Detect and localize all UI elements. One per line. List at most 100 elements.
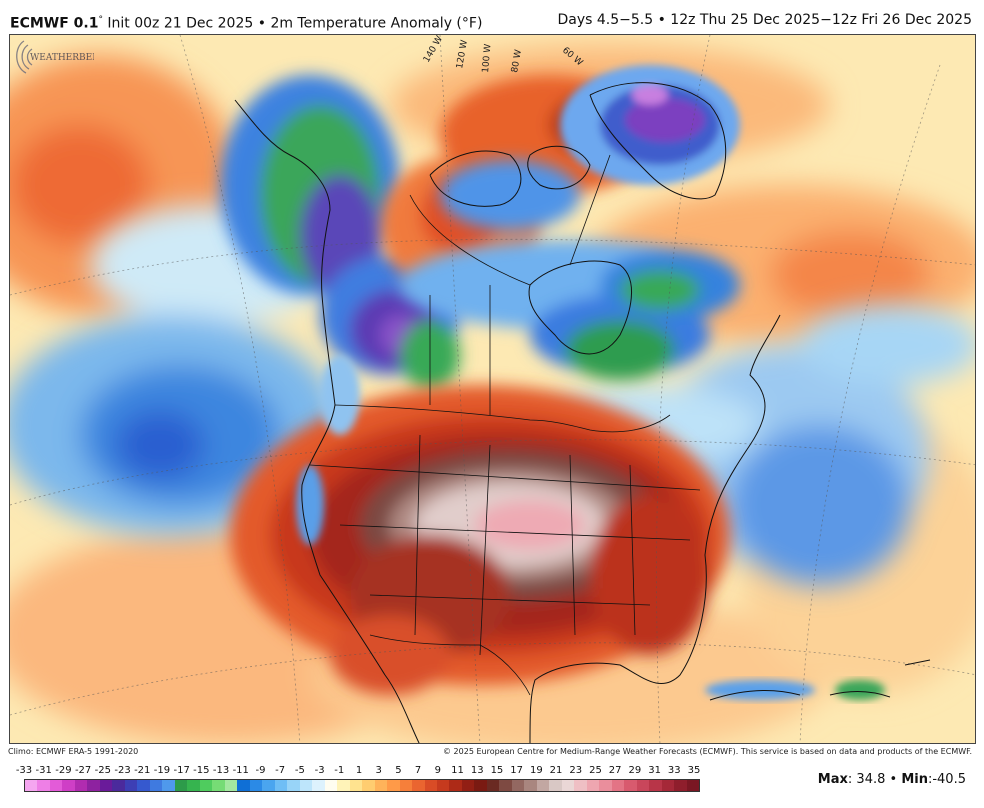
colorbar-segment [249, 780, 263, 791]
colorbar-segment [412, 780, 425, 791]
scale-tick-label: 13 [470, 765, 484, 776]
scale-tick-label: -7 [275, 765, 286, 776]
meridian-label: 80 W [510, 49, 524, 74]
colorbar-segment [374, 780, 388, 791]
scale-tick-label: -15 [193, 765, 210, 776]
colorbar-segment [99, 780, 113, 791]
scale-tick-label: 21 [549, 765, 563, 776]
scale-tick-label: 29 [628, 765, 642, 776]
colorbar-segment [337, 780, 350, 791]
colorbar-segment [461, 780, 475, 791]
colorbar-segment [162, 780, 175, 791]
weatherbell-logo: WEATHERBELL [16, 40, 94, 74]
colorbar-segment [199, 780, 213, 791]
scale-tick-label: 35 [687, 765, 701, 776]
colorbar-segment [25, 780, 38, 791]
map-canvas: 140 W 120 W 100 W 80 W 60 W [10, 35, 975, 743]
credits: Climo: ECMWF ERA-5 1991-2020 © 2025 Euro… [0, 745, 984, 759]
colorbar-segment [536, 780, 550, 791]
cold-west-canada [220, 75, 460, 390]
meridian-label: 120 W [455, 39, 470, 69]
scale-tick-label: 5 [395, 765, 402, 776]
colorbar-segment [649, 780, 662, 791]
colorbar-segment [362, 780, 375, 791]
colorbar-segment [112, 780, 125, 791]
scale-tick-label: 19 [529, 765, 543, 776]
scale-tick-label: 7 [414, 765, 422, 776]
colorbar-segment [686, 780, 700, 791]
colorbar-segment [174, 780, 188, 791]
scale-tick-label: -13 [212, 765, 230, 776]
colorbar-segment [212, 780, 225, 791]
colorbar-segment [574, 780, 587, 791]
scale-tick-label: -23 [114, 765, 131, 776]
degree-sign: ° [98, 15, 103, 25]
anomaly-map: 140 W 120 W 100 W 80 W 60 W WEATHERBELL [9, 34, 976, 744]
scale-tick-label: -29 [55, 765, 72, 776]
scale-tick-label: 17 [510, 765, 524, 776]
scale-tick-labels: -33 -31 -29 -27 -25 -23 -21 -19 -17 -15 -13 -11 -9 -7… [14, 765, 704, 779]
colorbar-segment [312, 780, 325, 791]
max-label: Max [817, 772, 848, 787]
colorbar-segment [62, 780, 75, 791]
colorbar-segment [237, 780, 250, 791]
colorbar-segment [624, 780, 637, 791]
colorbar-segment [524, 780, 537, 791]
caribbean-cool [705, 680, 885, 700]
stat-separator: • [885, 772, 902, 787]
coastlines [234, 82, 931, 743]
model-name: ECMWF 0.1 [10, 15, 99, 32]
colorbar-segment [87, 780, 100, 791]
colorbar-segment [474, 780, 487, 791]
colorbar-segment [224, 780, 238, 791]
scale-tick-label: 9 [434, 765, 441, 776]
min-label: Min [901, 772, 928, 787]
header: ECMWF 0.1° Init 00z 21 Dec 2025 • 2m Tem… [0, 0, 984, 34]
climo-credit: Climo: ECMWF ERA-5 1991-2020 [8, 747, 139, 756]
scale-tick-label: -17 [173, 765, 190, 776]
colorbar [24, 779, 700, 792]
colorbar-segment [486, 780, 500, 791]
logo-text: WEATHERBELL [30, 53, 94, 63]
scale-tick-label: 1 [355, 765, 363, 776]
max-value: : 34.8 [847, 772, 886, 787]
colorbar-segment [611, 780, 625, 791]
scale-tick-label: -31 [35, 765, 52, 776]
colorbar-segment [674, 780, 687, 791]
valid-time: Days 4.5−5.5 • 12z Thu 25 Dec 2025−12z F… [557, 12, 972, 28]
scale-tick-label: 11 [451, 765, 464, 776]
scale-tick-label: 3 [375, 765, 382, 776]
colorbar-segment [262, 780, 275, 791]
color-scale: -33 -31 -29 -27 -25 -23 -21 -19 -17 -15 -13 -11 -9 -7… [0, 759, 984, 808]
scale-tick-label: -3 [314, 765, 325, 776]
scale-tick-label: -9 [255, 765, 266, 776]
colorbar-segment [49, 780, 63, 791]
colorbar-segment [187, 780, 200, 791]
scale-tick-label: -33 [15, 765, 33, 776]
west-coast-cool [296, 355, 360, 545]
title: ECMWF 0.1° Init 00z 21 Dec 2025 • 2m Tem… [10, 11, 482, 33]
scale-tick-label: -19 [153, 765, 171, 776]
colorbar-segment [349, 780, 363, 791]
min-value: :-40.5 [927, 772, 966, 787]
colorbar-segment [561, 780, 575, 791]
scale-tick-label: -21 [134, 765, 151, 776]
scale-tick-label: -11 [232, 765, 249, 776]
copyright-credit: © 2025 European Centre for Medium-Range … [443, 747, 972, 756]
scale-tick-label: 33 [667, 765, 681, 776]
colorbar-segment [449, 780, 462, 791]
borders [309, 154, 701, 696]
colorbar-segment [274, 780, 288, 791]
graticule [10, 35, 975, 743]
max-min-stats: Max: 34.8 • Min:-40.5 [818, 772, 966, 787]
scale-tick-label: 25 [589, 765, 602, 776]
colorbar-segment [37, 780, 50, 791]
scale-tick-label: 23 [569, 765, 583, 776]
colorbar-segment [287, 780, 300, 791]
colorbar-segment [137, 780, 150, 791]
colorbar-segment [399, 780, 413, 791]
colorbar-segment [511, 780, 525, 791]
scale-tick-label: 27 [608, 765, 622, 776]
colorbar-segment [586, 780, 600, 791]
scale-tick-label: 15 [490, 765, 504, 776]
